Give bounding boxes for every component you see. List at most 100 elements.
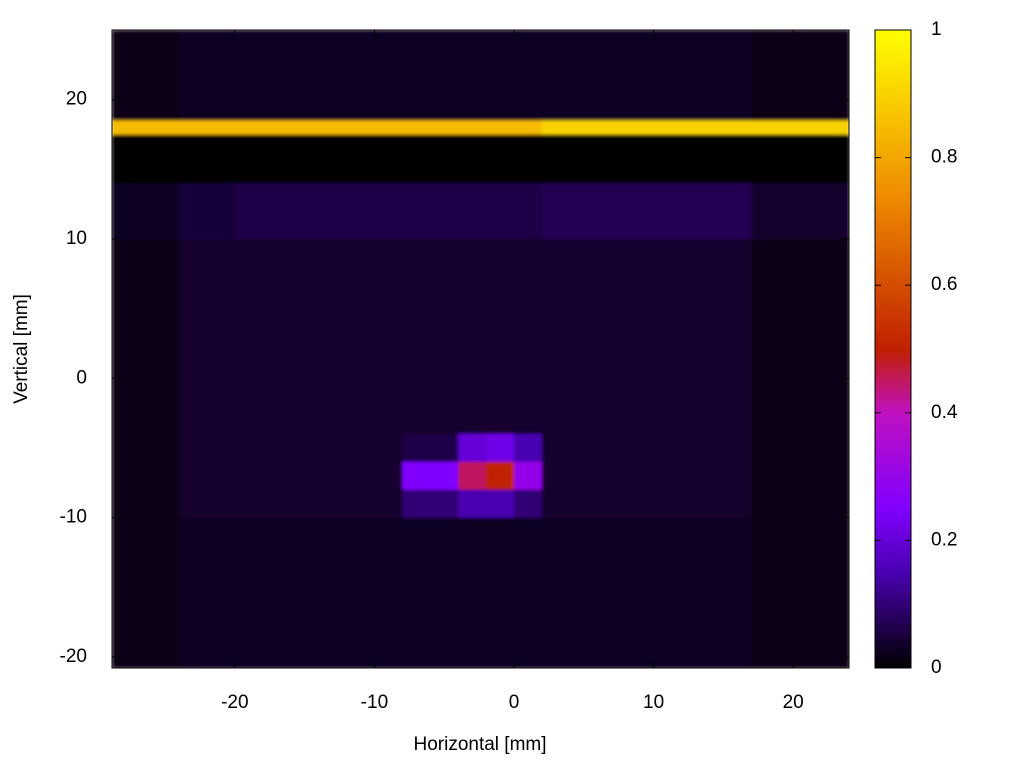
heat-cell [402,238,459,324]
x-tick-label: 0 [509,692,520,713]
heat-cell [402,433,459,463]
heat-cell [234,183,403,240]
heat-cell [458,461,487,491]
heat-cell [458,433,487,463]
heat-cell [234,461,403,491]
x-tick-label: 10 [643,692,664,713]
x-tick-label: 20 [783,692,804,713]
y-tick-label: -10 [60,507,87,528]
heat-cell [402,461,459,491]
x-tick-label: -20 [221,692,248,713]
x-tick-label: -10 [361,692,388,713]
heat-cell [402,489,459,519]
heat-cell [112,120,180,135]
heat-cell [458,489,487,519]
heatmap [112,30,849,668]
heat-cell [234,517,403,668]
heat-cell [541,489,752,519]
colorbar-tick-label: 0.4 [931,402,958,423]
heat-cell [458,30,487,122]
heat-cell [514,461,543,491]
heat-cell [514,489,543,519]
heat-cell [541,134,752,184]
y-tick-label: 20 [66,89,87,110]
colorbar-tick-label: 0 [931,657,942,678]
heat-cell [234,30,403,122]
heat-cell [486,30,515,122]
heat-cell [458,322,487,435]
heat-cell [751,322,849,435]
heat-cell [234,120,403,135]
y-tick-label: 0 [76,367,87,388]
y-tick-label: -20 [60,646,87,667]
heat-cell [234,489,403,519]
heat-cell [458,238,487,324]
heat-cell [751,183,849,240]
heat-cell [112,433,180,463]
plot-frame [111,29,850,669]
heat-cell [541,433,752,463]
heat-cell [112,238,180,324]
heat-cell [179,461,236,491]
heat-cell [486,433,515,463]
heat-cell [234,134,403,184]
heat-cell [751,461,849,491]
heat-cell [179,322,236,435]
heat-cell [751,120,849,135]
heat-cell [751,238,849,324]
x-axis-label: Horizontal [mm] [413,734,546,755]
heat-cell [486,489,515,519]
colorbar [874,29,912,669]
heat-cell [486,120,515,135]
heat-cell [514,517,543,668]
heat-cell [541,183,752,240]
heat-cell [486,183,515,240]
heat-cell [179,489,236,519]
heat-cell [541,120,752,135]
y-tick-label: 10 [66,228,87,249]
heat-cell [514,183,543,240]
heat-cell [458,134,487,184]
heat-cell [541,238,752,324]
heat-cell [751,489,849,519]
heat-cell [751,30,849,122]
heat-cell [402,120,459,135]
y-axis-label: Vertical [mm] [11,294,32,404]
colorbar-tick-label: 0.2 [931,529,957,550]
heat-cell [112,134,180,184]
heat-cell [486,517,515,668]
heat-cell [179,238,236,324]
heat-cell [112,322,180,435]
heat-cell [112,489,180,519]
heat-cell [179,183,236,240]
heat-cell [486,238,515,324]
heat-cell [541,461,752,491]
colorbar-tick-label: 0.8 [931,147,957,168]
heat-cell [179,30,236,122]
heat-cell [486,322,515,435]
heat-cell [112,517,180,668]
heat-cell [179,134,236,184]
heat-cell [402,517,459,668]
heat-cell [514,120,543,135]
heat-cell [486,134,515,184]
heat-cell [514,322,543,435]
heat-cell [402,322,459,435]
heat-cell [402,30,459,122]
heat-cell [541,322,752,435]
heat-cell [402,183,459,240]
heat-cell [514,134,543,184]
heat-cell [234,238,403,324]
heat-cell [179,433,236,463]
colorbar-tick-label: 1 [931,19,942,40]
heat-cell [112,183,180,240]
heat-cell [751,517,849,668]
heat-cell [514,30,543,122]
heat-cell [514,433,543,463]
heat-cell [112,461,180,491]
heat-cell [541,517,752,668]
heat-cell [514,238,543,324]
heat-cell [751,134,849,184]
heat-cell [541,30,752,122]
heat-cell [751,433,849,463]
